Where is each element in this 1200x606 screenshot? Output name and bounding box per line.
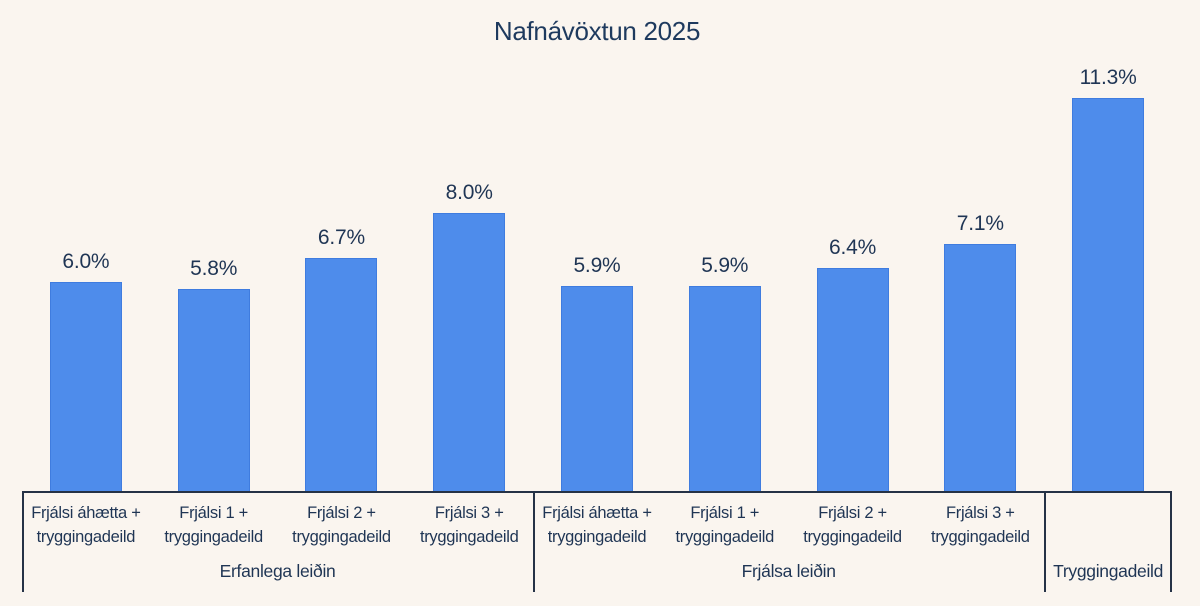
bar	[561, 286, 633, 491]
bar-value-label: 11.3%	[1079, 66, 1137, 89]
group-label: Erfanlega leiðin	[219, 561, 336, 581]
group-label: Tryggingadeild	[1053, 561, 1164, 581]
axis-divider	[22, 493, 24, 592]
category-label: Frjálsi 3 + tryggingadeild	[931, 504, 1030, 546]
category-label: Frjálsi 1 + tryggingadeild	[675, 504, 775, 546]
bar	[944, 244, 1017, 491]
category-label: Frjálsi áhætta + tryggingadeild	[31, 504, 141, 546]
bar-value-label: 6.7%	[317, 226, 365, 249]
group-label: Frjálsa leiðin	[741, 561, 836, 581]
bar-value-label: 5.8%	[190, 257, 238, 280]
bar	[1072, 98, 1145, 491]
category-label: Frjálsi 3 + tryggingadeild	[419, 504, 519, 546]
bar	[49, 282, 122, 491]
category-axis: Frjálsi áhætta + tryggingadeild Frjálsi 1…	[22, 493, 1172, 592]
bar	[688, 286, 761, 491]
bar-value-label: 6.0%	[62, 250, 110, 273]
bar	[433, 213, 506, 491]
axis-divider	[1044, 493, 1046, 592]
bar	[816, 268, 889, 491]
axis-divider	[533, 493, 535, 592]
category-label: Frjálsi 2 + tryggingadeild	[292, 504, 391, 546]
category-label: Frjálsi 1 + tryggingadeild	[164, 504, 263, 546]
axis-divider	[1170, 493, 1172, 592]
plot-area: 6.0% 5.8% 6.7% 8.0% 5.9% 5.9% 6.4% 7.1% 11.3%	[22, 0, 1172, 493]
bar-value-label: 5.9%	[701, 254, 749, 277]
bar	[177, 289, 250, 491]
bar-value-label: 8.0%	[445, 181, 493, 204]
bar-value-label: 5.9%	[573, 254, 621, 277]
category-label: Frjálsi áhætta + tryggingadeild	[542, 504, 652, 546]
bar-value-label: 7.1%	[956, 212, 1004, 235]
bar	[305, 258, 378, 491]
bar-value-label: 6.4%	[829, 236, 877, 259]
category-label: Frjálsi 2 + tryggingadeild	[803, 504, 902, 546]
chart-title: Nafnávöxtun 2025	[493, 16, 701, 46]
